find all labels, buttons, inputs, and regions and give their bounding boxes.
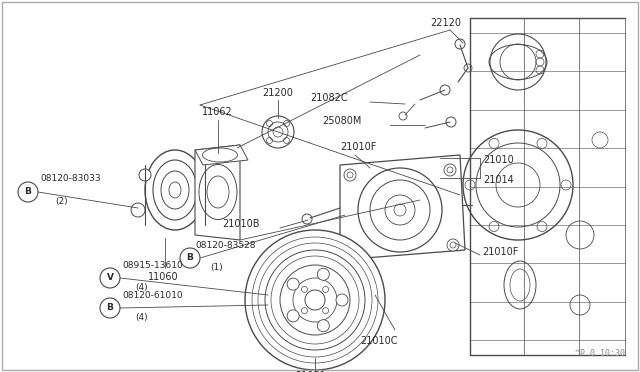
Text: 11062: 11062: [202, 107, 233, 117]
Text: 21200: 21200: [262, 88, 293, 98]
Circle shape: [287, 310, 299, 322]
Circle shape: [18, 182, 38, 202]
Circle shape: [287, 278, 299, 290]
Text: B: B: [24, 187, 31, 196]
Circle shape: [447, 239, 459, 251]
Text: 21082C: 21082C: [310, 93, 348, 103]
Circle shape: [399, 112, 407, 120]
Text: (2): (2): [55, 197, 68, 206]
Text: 21010F: 21010F: [340, 142, 376, 152]
Text: ^P 0 10:30: ^P 0 10:30: [575, 349, 625, 358]
Text: 22120: 22120: [430, 18, 461, 28]
Text: 11060: 11060: [148, 272, 179, 282]
Polygon shape: [340, 155, 465, 260]
Circle shape: [323, 286, 328, 292]
Circle shape: [323, 308, 328, 314]
Circle shape: [342, 244, 354, 256]
Text: B: B: [107, 304, 113, 312]
Text: 08120-83528: 08120-83528: [195, 241, 255, 250]
Circle shape: [455, 39, 465, 49]
Text: B: B: [187, 253, 193, 263]
Polygon shape: [195, 145, 248, 165]
Text: (4): (4): [135, 313, 148, 322]
Text: (4): (4): [135, 283, 148, 292]
Circle shape: [301, 286, 307, 292]
Circle shape: [131, 203, 145, 217]
Text: 08120-83033: 08120-83033: [40, 174, 100, 183]
Text: 21010: 21010: [483, 155, 514, 165]
Circle shape: [245, 230, 385, 370]
Circle shape: [100, 268, 120, 288]
Text: 08915-13610: 08915-13610: [122, 261, 183, 270]
Circle shape: [180, 248, 200, 268]
Circle shape: [446, 117, 456, 127]
Circle shape: [358, 168, 442, 252]
Circle shape: [302, 214, 312, 224]
Circle shape: [344, 169, 356, 181]
Circle shape: [336, 294, 348, 306]
Text: 25080M: 25080M: [322, 116, 362, 126]
Polygon shape: [195, 145, 240, 240]
Text: 21010F: 21010F: [482, 247, 518, 257]
Circle shape: [464, 64, 472, 72]
Text: (1): (1): [210, 263, 223, 272]
Circle shape: [317, 320, 330, 332]
Text: V: V: [106, 273, 113, 282]
Circle shape: [317, 268, 330, 280]
Text: 21014: 21014: [483, 175, 514, 185]
Circle shape: [100, 298, 120, 318]
Circle shape: [440, 85, 450, 95]
Text: 21010B: 21010B: [222, 219, 259, 229]
Circle shape: [444, 164, 456, 176]
Text: 21051: 21051: [295, 371, 326, 372]
Ellipse shape: [145, 150, 205, 230]
Circle shape: [262, 116, 294, 148]
Text: 08120-61010: 08120-61010: [122, 291, 182, 300]
Circle shape: [139, 169, 151, 181]
Text: 21010C: 21010C: [360, 336, 397, 346]
Circle shape: [301, 308, 307, 314]
